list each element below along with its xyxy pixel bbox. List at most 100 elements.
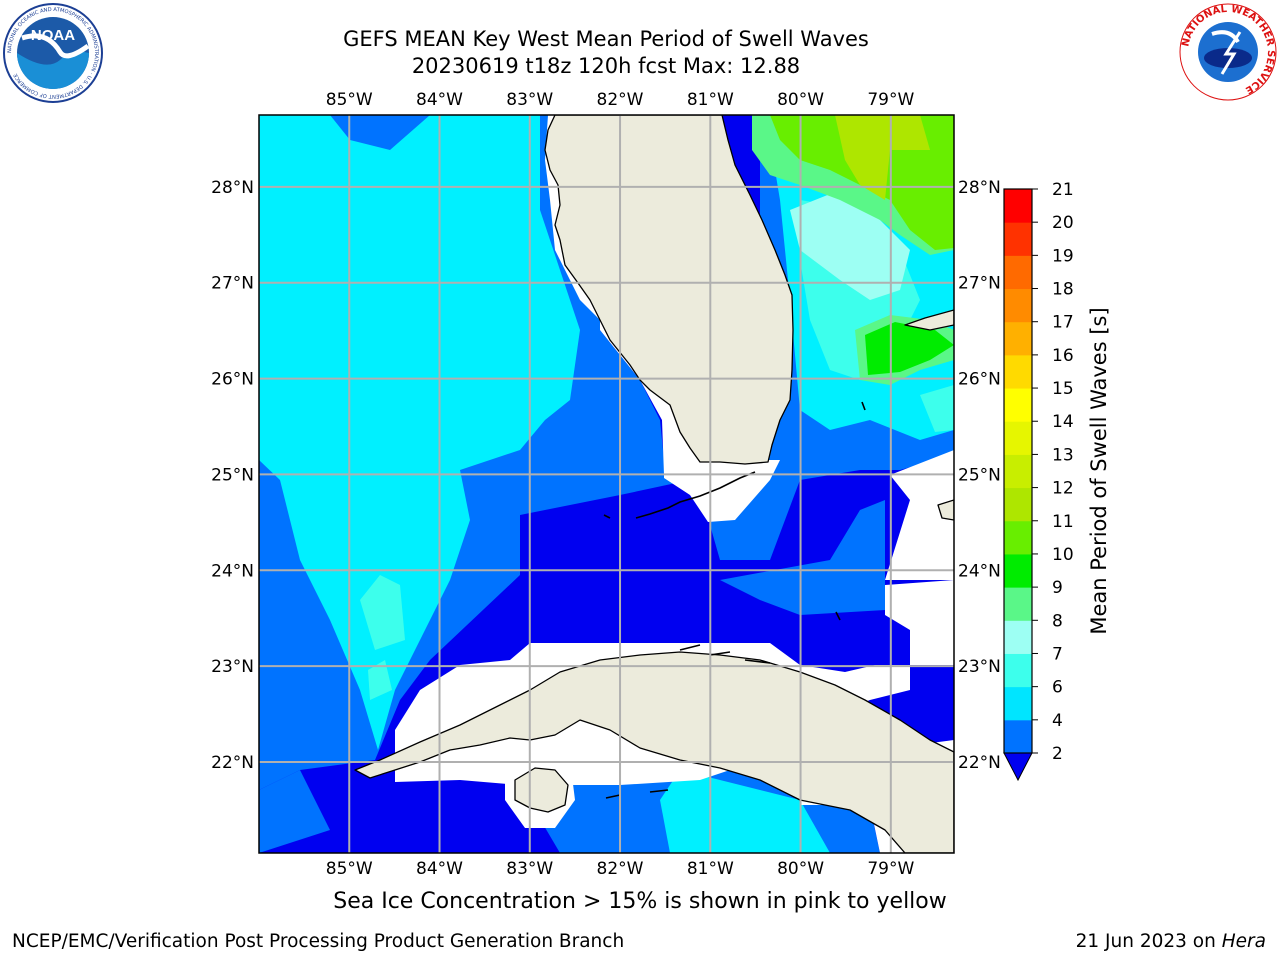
colorbar-swatch (1004, 520, 1032, 555)
field-2-4-southeast (720, 500, 885, 615)
colorbar-tick-label: 13 (1052, 445, 1074, 465)
lon-label-top: 83°W (506, 90, 553, 110)
field-10-11-mid (865, 322, 954, 375)
colorbar-swatch (1004, 653, 1032, 688)
field-7-8-east (790, 190, 910, 300)
lat-label-right: 22°N (958, 753, 1001, 773)
colorbar-swatch (1004, 620, 1032, 654)
lat-label-left: 24°N (211, 561, 254, 581)
lat-label-left: 25°N (211, 465, 254, 485)
map-subtitle: 20230619 t18z 120h fcst Max: 12.88 (411, 54, 801, 78)
florida-keys (635, 471, 756, 519)
nodata-east2 (885, 580, 954, 665)
colorbar-swatch (1004, 587, 1032, 621)
colorbar-swatch (1004, 255, 1032, 290)
lat-label-right: 23°N (958, 657, 1001, 677)
colorbar-swatch (1004, 719, 1032, 754)
noaa-logo: NATIONAL OCEANIC AND ATMOSPHERIC ADMINIS… (3, 3, 103, 103)
field-6-7-east2 (920, 385, 954, 432)
colorbar-tick-label: 8 (1052, 611, 1063, 631)
colorbar-tick-label: 18 (1052, 280, 1074, 300)
colorbar-tick-label: 11 (1052, 512, 1074, 532)
colorbar-tick-label: 21 (1052, 180, 1074, 200)
colorbar-tick-label: 17 (1052, 313, 1074, 333)
isla-de-la-juventud (514, 767, 569, 813)
lon-label-top: 85°W (326, 90, 373, 110)
colorbar-tick-label: 9 (1052, 578, 1063, 598)
lon-label-bottom: 85°W (326, 859, 373, 879)
colorbar-swatch (1004, 388, 1032, 422)
lon-label-bottom: 80°W (777, 859, 824, 879)
lat-label-left: 26°N (211, 370, 254, 390)
map-frame (258, 114, 955, 854)
lat-label-left: 27°N (211, 274, 254, 294)
colorbar-under-arrow (1003, 752, 1033, 782)
lon-label-bottom: 81°W (687, 859, 734, 879)
sea-ice-note: Sea Ice Concentration > 15% is shown in … (333, 889, 947, 914)
map-title: GEFS MEAN Key West Mean Period of Swell … (343, 27, 869, 51)
colorbar-tick-label: 19 (1052, 246, 1074, 266)
field-2-4-sw-corner (259, 770, 330, 853)
credit-date: 21 Jun 2023 on (1075, 931, 1222, 952)
colorbar-tick-label: 2 (1052, 744, 1063, 764)
colorbar-tick-label: 14 (1052, 412, 1074, 432)
colorbar: 2 4 6 7 8 9 10 11 12 13 14 15 16 17 18 19 20 21 (1003, 180, 1074, 782)
field-4-6-south (660, 770, 830, 853)
credit-right: 21 Jun 2023 on Hera (1076, 931, 1266, 952)
cuba-cays-south (605, 789, 669, 799)
lon-label-top: 81°W (687, 90, 734, 110)
colorbar-swatch (1004, 487, 1032, 522)
colorbar-tick-label: 16 (1052, 346, 1074, 366)
field-6-7-west2 (368, 660, 392, 700)
colorbar-swatch (1004, 421, 1032, 455)
colorbar-swatch (1004, 288, 1032, 323)
nodata-east (885, 450, 954, 580)
colorbar-swatch (1004, 454, 1032, 489)
cuba (354, 651, 954, 853)
field-4-6-west (259, 115, 580, 750)
colorbar-swatch (1004, 222, 1032, 256)
lon-label-top: 82°W (597, 90, 644, 110)
colorbar-tick-label: 20 (1052, 213, 1074, 233)
colorbar-swatch (1004, 686, 1032, 721)
credit-left: NCEP/EMC/Verification Post Processing Pr… (12, 931, 625, 952)
lat-label-left: 28°N (211, 178, 254, 198)
lon-label-bottom: 84°W (416, 859, 463, 879)
lon-label-top: 79°W (867, 90, 914, 110)
lon-label-bottom: 79°W (867, 859, 914, 879)
colorbar-swatch (1004, 354, 1032, 389)
lat-label-right: 28°N (958, 178, 1001, 198)
dry-tortugas (603, 514, 611, 519)
lon-label-bottom: 82°W (597, 859, 644, 879)
field-12-13-ne (835, 115, 930, 200)
lat-label-left: 23°N (211, 657, 254, 677)
bahamas-east (937, 499, 954, 521)
colorbar-label: Mean Period of Swell Waves [s] (1087, 307, 1111, 634)
lat-label-right: 26°N (958, 370, 1001, 390)
cuba-cays-north (679, 644, 771, 664)
credit-machine: Hera (1221, 931, 1266, 952)
nws-logo: NATIONAL WEATHER SERVICE (1179, 3, 1277, 101)
bahamas-cay (835, 401, 866, 621)
lat-label-right: 24°N (958, 561, 1001, 581)
land (354, 115, 954, 853)
colorbar-tick-label: 10 (1052, 545, 1074, 565)
gridlines (259, 115, 954, 853)
colorbar-tick-label: 6 (1052, 678, 1063, 698)
small-islands (603, 401, 866, 799)
tick-labels: 85°W 85°W 84°W 84°W 83°W 83°W 82°W 82°W 81°W 81°W… (211, 90, 1001, 879)
colorbar-frame (1003, 188, 1033, 754)
noaa-logo-text: NOAA (31, 27, 75, 44)
lon-label-bottom: 83°W (506, 859, 553, 879)
florida-peninsula (544, 115, 794, 465)
nodata-keys (664, 460, 780, 522)
lat-label-left: 22°N (211, 753, 254, 773)
colorbar-tick-label: 15 (1052, 379, 1074, 399)
colorbar-tick-label: 4 (1052, 711, 1063, 731)
lon-label-top: 84°W (416, 90, 463, 110)
lat-label-right: 25°N (958, 465, 1001, 485)
colorbar-tick-label: 12 (1052, 479, 1074, 499)
bahamas-andros (904, 309, 954, 331)
colorbar-swatch (1004, 321, 1032, 356)
